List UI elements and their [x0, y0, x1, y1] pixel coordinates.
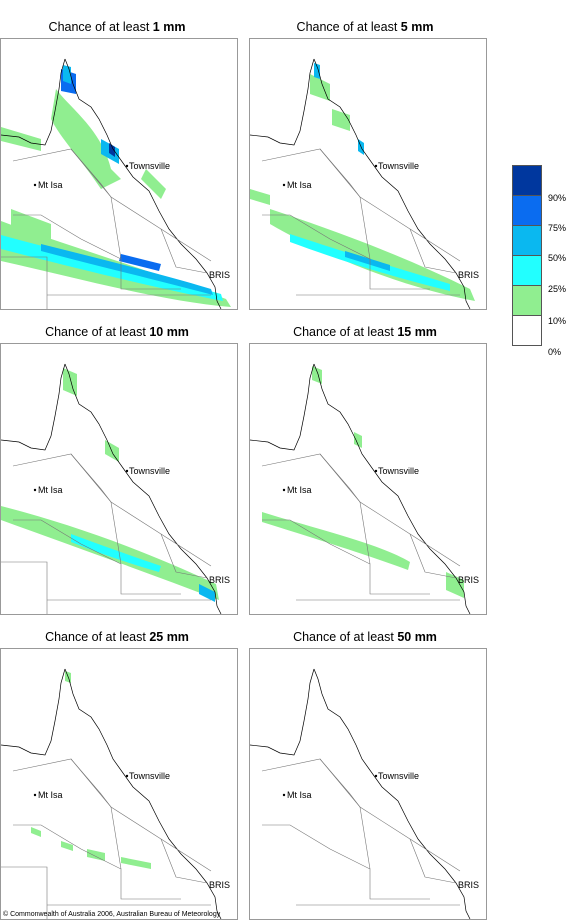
- district-boundaries: [261, 758, 461, 906]
- legend-swatch-90: [512, 165, 542, 196]
- label-townsville: Townsville: [129, 466, 170, 476]
- rain-probability-shading: [1, 368, 219, 602]
- townsville-marker: [374, 164, 378, 168]
- legend-swatch-0: [512, 316, 542, 346]
- panel-title-5mm: Chance of at least 5 mm: [296, 20, 434, 34]
- mt-isa-marker: [33, 793, 37, 797]
- district-boundaries: [1, 758, 212, 919]
- qld-map-5mm: Mt Isa Townsville BRIS: [250, 58, 479, 309]
- label-mt-isa: Mt Isa: [38, 790, 63, 800]
- map-panel-50mm: Mt Isa Townsville BRIS: [249, 648, 487, 920]
- panel-title-15mm: Chance of at least 15 mm: [293, 325, 437, 339]
- label-townsville: Townsville: [378, 161, 419, 171]
- qld-map-10mm: Mt Isa Townsville BRIS: [1, 363, 230, 614]
- legend-label-50: 50%: [548, 253, 567, 263]
- legend-label-90: 90%: [548, 193, 567, 203]
- label-mt-isa: Mt Isa: [38, 180, 63, 190]
- map-panel-5mm: Mt Isa Townsville BRIS: [249, 38, 487, 310]
- mt-isa-marker: [33, 488, 37, 492]
- label-mt-isa: Mt Isa: [287, 485, 312, 495]
- coastline: [250, 363, 471, 614]
- legend-swatch-10: [512, 286, 542, 316]
- mt-isa-marker: [33, 183, 37, 187]
- label-mt-isa: Mt Isa: [287, 180, 312, 190]
- district-boundaries: [261, 148, 461, 296]
- mt-isa-marker: [282, 793, 286, 797]
- townsville-marker: [125, 469, 129, 473]
- legend-label-25: 25%: [548, 284, 567, 294]
- qld-map-15mm: Mt Isa Townsville BRIS: [250, 363, 479, 614]
- qld-map-1mm: Mt Isa Townsville BRIS: [1, 58, 231, 309]
- legend-label-0: 0%: [548, 347, 562, 357]
- coastline: [250, 668, 471, 919]
- rain-probability-shading: [262, 366, 464, 598]
- panel-title-10mm: Chance of at least 10 mm: [45, 325, 189, 339]
- label-townsville: Townsville: [378, 466, 419, 476]
- label-brisbane: BRIS: [458, 880, 479, 890]
- legend-label-75: 75%: [548, 223, 567, 233]
- panel-title-50mm: Chance of at least 50 mm: [293, 630, 437, 644]
- panel-title-1mm: Chance of at least 1 mm: [48, 20, 186, 34]
- map-panel-25mm: Mt Isa Townsville BRIS: [0, 648, 238, 920]
- label-townsville: Townsville: [378, 771, 419, 781]
- district-boundaries: [261, 453, 461, 601]
- probability-legend: [512, 165, 542, 346]
- townsville-marker: [374, 469, 378, 473]
- qld-map-25mm: Mt Isa Townsville BRIS: [1, 668, 230, 919]
- label-townsville: Townsville: [129, 161, 170, 171]
- map-panel-1mm: Mt Isa Townsville BRIS: [0, 38, 238, 310]
- panel-title-25mm: Chance of at least 25 mm: [45, 630, 189, 644]
- townsville-marker: [125, 774, 129, 778]
- rain-probability-shading: [250, 63, 475, 301]
- townsville-marker: [374, 774, 378, 778]
- coastline: [1, 668, 222, 919]
- mt-isa-marker: [282, 488, 286, 492]
- label-mt-isa: Mt Isa: [38, 485, 63, 495]
- map-panel-15mm: Mt Isa Townsville BRIS: [249, 343, 487, 615]
- qld-map-50mm: Mt Isa Townsville BRIS: [250, 668, 479, 919]
- legend-label-10: 10%: [548, 316, 567, 326]
- label-brisbane: BRIS: [458, 575, 479, 585]
- mt-isa-marker: [282, 183, 286, 187]
- rain-probability-shading: [31, 671, 151, 869]
- rain-probability-shading: [1, 65, 231, 307]
- legend-swatch-25: [512, 256, 542, 286]
- map-panel-10mm: Mt Isa Townsville BRIS: [0, 343, 238, 615]
- coastline: [250, 58, 471, 309]
- label-brisbane: BRIS: [209, 575, 230, 585]
- label-mt-isa: Mt Isa: [287, 790, 312, 800]
- legend-swatch-75: [512, 196, 542, 226]
- label-townsville: Townsville: [129, 771, 170, 781]
- label-brisbane: BRIS: [209, 270, 230, 280]
- district-boundaries: [1, 453, 212, 614]
- district-boundaries: [1, 148, 212, 309]
- legend-swatch-50: [512, 226, 542, 256]
- label-brisbane: BRIS: [458, 270, 479, 280]
- townsville-marker: [125, 164, 129, 168]
- label-brisbane: BRIS: [209, 880, 230, 890]
- copyright-footer: © Commonwealth of Australia 2006, Austra…: [3, 911, 221, 918]
